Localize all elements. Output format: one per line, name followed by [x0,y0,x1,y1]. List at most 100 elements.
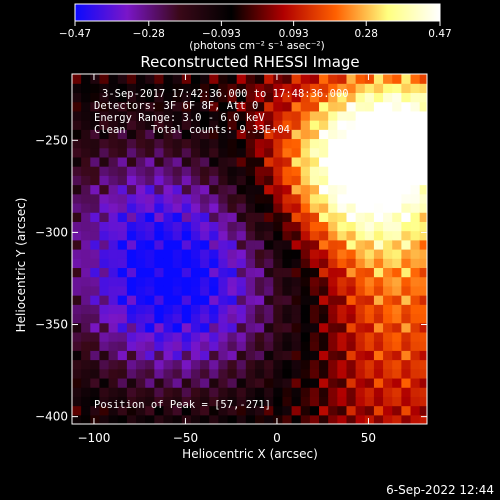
heatmap-cell [72,110,82,121]
heatmap-cell [300,129,311,140]
heatmap-cell [254,322,265,333]
heatmap-cell [108,175,119,186]
heatmap-cell [410,258,421,269]
heatmap-cell [99,212,110,222]
heatmap-cell [419,83,427,94]
heatmap-cell [319,147,329,158]
heatmap-cell [117,202,128,213]
heatmap-cell [218,350,229,361]
heatmap-cell [190,331,201,342]
heatmap-cell [264,396,274,407]
heatmap-cell [154,377,165,388]
heatmap-cell [373,377,384,388]
heatmap-cell [282,249,293,259]
heatmap-cell [337,331,348,342]
heatmap-cell [218,387,229,397]
heatmap-cell [392,83,402,94]
heatmap-cell [364,396,375,407]
heatmap-cell [245,120,256,130]
heatmap-cell [328,175,338,186]
heatmap-cell [200,175,210,186]
heatmap-cell [364,156,375,167]
heatmap-cell [319,120,329,130]
heatmap-cell [419,239,427,250]
heatmap-cell [264,377,274,388]
heatmap-cell [172,295,183,305]
heatmap-cell [337,249,348,259]
heatmap-cell [200,239,210,250]
heatmap-cell [145,212,155,222]
heatmap-cell [245,359,256,370]
heatmap-cell [355,184,366,195]
heatmap-cell [245,101,256,112]
heatmap-cell [163,249,174,259]
heatmap-cell [200,387,210,397]
heatmap-cell [337,101,348,112]
heatmap-cell [337,166,348,176]
heatmap-cell [209,396,219,407]
heatmap-cell [364,239,375,250]
heatmap-cell [328,285,338,296]
heatmap-cell [346,387,357,397]
heatmap-cell [383,258,393,269]
heatmap-cell [200,202,210,213]
heatmap-cell [254,166,265,176]
heatmap-cell [227,74,238,84]
heatmap-cell [81,101,91,112]
heatmap-cell [172,387,183,397]
heatmap-cell [328,396,338,407]
heatmap-cell [136,258,146,269]
heatmap-cell [373,396,384,407]
heatmap-cell [355,92,366,103]
heatmap-cell [410,350,421,361]
heatmap-cell [200,110,210,121]
heatmap-cell [282,92,293,103]
heatmap-cell [264,147,274,158]
heatmap-cell [254,414,265,424]
heatmap-cell [236,285,247,296]
heatmap-cell [410,230,421,241]
heatmap-cell [328,350,338,361]
heatmap-cell [264,387,274,397]
heatmap-cell [282,239,293,250]
heatmap-cell [172,184,183,195]
heatmap-cell [355,285,366,296]
heatmap-cell [383,249,393,259]
heatmap-cell [364,377,375,388]
heatmap-cell [108,239,119,250]
heatmap-cell [419,221,427,232]
heatmap-cell [145,92,155,103]
heatmap-cell [90,249,101,259]
heatmap-cell [373,129,384,140]
heatmap-cell [346,414,357,424]
heatmap-cell [319,101,329,112]
heatmap-cell [300,276,311,287]
heatmap-cell [309,313,320,324]
heatmap-cell [264,138,274,149]
heatmap-cell [309,129,320,140]
heatmap-cell [392,212,402,222]
heatmap-cell [401,120,412,130]
heatmap-cell [245,414,256,424]
colorbar-tick-label: −0.47 [59,28,91,40]
heatmap-cell [190,341,201,351]
heatmap-cell [236,322,247,333]
heatmap-cell [145,110,155,121]
heatmap-cell [172,166,183,176]
heatmap-cell [364,313,375,324]
heatmap-cell [282,147,293,158]
heatmap-cell [291,138,302,149]
plot-frame [71,73,428,425]
heatmap-cell [328,83,338,94]
heatmap-cell [200,184,210,195]
heatmap-cell [392,350,402,361]
heatmap-cell [282,387,293,397]
heatmap-cell [154,175,165,186]
heatmap-cell [227,258,238,269]
heatmap-cell [200,83,210,94]
heatmap-cell [419,138,427,149]
heatmap-cell [383,212,393,222]
heatmap-cell [81,350,91,361]
heatmap-cell [245,212,256,222]
heatmap-cell [419,405,427,416]
